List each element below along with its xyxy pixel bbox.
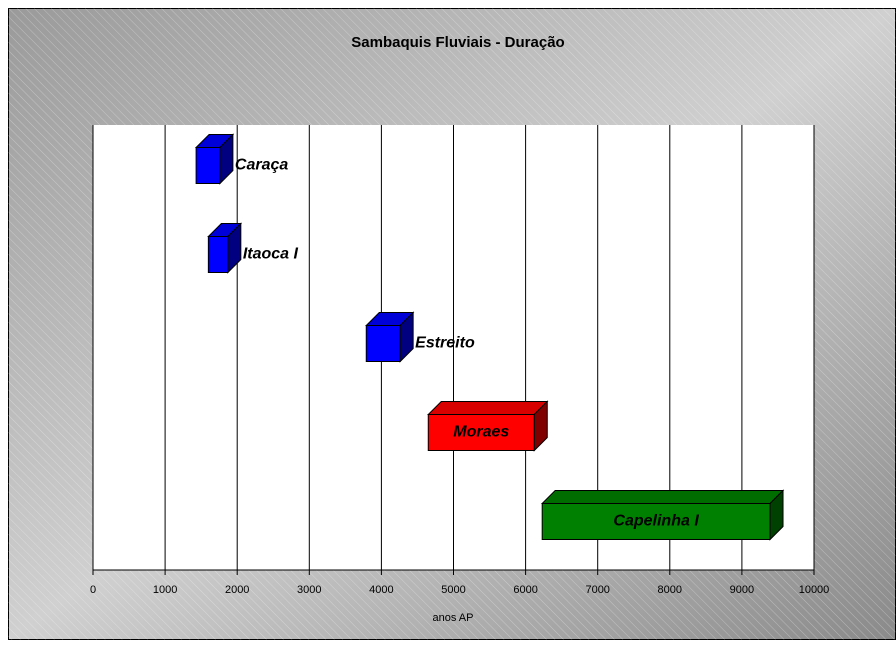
- bar-label: Estreito: [415, 335, 475, 352]
- bar-label: Itaoca I: [243, 246, 299, 263]
- x-tick-label: 1000: [153, 584, 177, 596]
- bar: [427, 414, 535, 451]
- bar-top: [427, 401, 549, 415]
- bar-top: [540, 490, 785, 504]
- x-tick-label: 6000: [513, 584, 537, 596]
- bar: [541, 503, 771, 540]
- bar: [195, 147, 221, 184]
- x-tick-label: 10000: [799, 584, 830, 596]
- bar-label: Capelinha I: [613, 513, 699, 530]
- x-tick-label: 8000: [658, 584, 682, 596]
- bar: [365, 325, 401, 362]
- x-tick-label: 4000: [369, 584, 393, 596]
- chart-title: Sambaquis Fluviais - Duração: [351, 34, 564, 51]
- x-tick-label: 7000: [585, 584, 609, 596]
- x-tick-label: 2000: [225, 584, 249, 596]
- bar: [207, 236, 229, 273]
- x-axis-label: anos AP: [433, 612, 474, 624]
- x-tick-label: 9000: [730, 584, 754, 596]
- x-tick-label: 5000: [441, 584, 465, 596]
- bar-label: Caraça: [235, 157, 288, 174]
- x-tick-label: 3000: [297, 584, 321, 596]
- bar-label: Moraes: [453, 424, 509, 441]
- x-tick-label: 0: [90, 584, 96, 596]
